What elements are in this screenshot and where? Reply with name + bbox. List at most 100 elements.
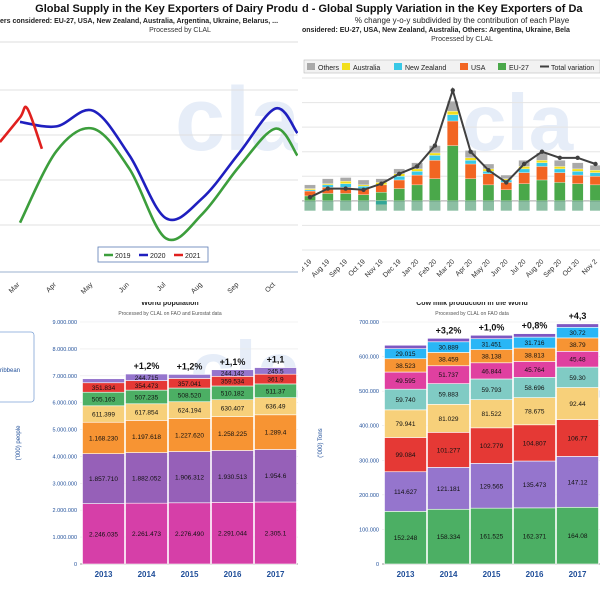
variation-total-point [539, 149, 545, 154]
population-data-label: 357.041 [178, 381, 202, 388]
variation-legend-label: Others [318, 65, 340, 72]
variation-bar-segment [554, 182, 566, 202]
variation-bar-negative [554, 200, 566, 211]
cowmilk-data-label: 161.525 [480, 534, 504, 541]
population-y-tick-label: 4.000.000 [53, 454, 77, 460]
population-bar-segment [254, 414, 297, 450]
supply-x-tick-label: Jun [118, 281, 131, 294]
cowmilk-data-label: 59.883 [439, 391, 459, 398]
population-bar-segment [168, 374, 211, 379]
variation-bar-segment [536, 179, 548, 202]
cowmilk-y-tick-label: 400.000 [359, 424, 379, 430]
supply-legend-label: 2020 [150, 253, 166, 260]
supply-x-tick-label: Sep [227, 281, 241, 295]
variation-x-tick-label: Dec 19 [382, 258, 403, 279]
population-y-tick-label: 0 [74, 562, 77, 568]
variation-bar-negative [393, 200, 405, 211]
variation-chart: d - Global Supply Variation in the Key E… [302, 3, 600, 280]
variation-bar-segment [429, 178, 441, 202]
population-x-tick-label: 2016 [224, 570, 242, 579]
variation-total-point [504, 180, 509, 185]
variation-bar-segment [393, 179, 405, 189]
watermark-logo: cla [462, 78, 574, 167]
population-y-tick-label: 9.000.000 [53, 320, 77, 326]
variation-x-tick-label: May 20 [471, 258, 492, 279]
variation-total-point [521, 161, 527, 167]
variation-total-point [379, 181, 384, 186]
supply-x-tick-label: Aug [190, 281, 204, 295]
population-y-tick-label: 1.000.000 [53, 535, 77, 541]
variation-bar-segment [518, 168, 530, 173]
population-data-label: 617.854 [135, 410, 159, 417]
variation-bar-negative [500, 200, 512, 211]
population-chart-title: World population [141, 302, 198, 307]
variation-legend-swatch [460, 63, 468, 70]
cowmilk-data-label: 135.473 [523, 482, 547, 489]
variation-bar-segment [429, 160, 441, 179]
variation-bar-segment [482, 184, 495, 202]
variation-total-point [486, 167, 491, 173]
cowmilk-growth-label: +4,3 [569, 311, 587, 321]
cowmilk-y-tick-label: 300.000 [359, 458, 379, 464]
cowmilk-data-label: 38.138 [482, 354, 502, 361]
cowmilk-data-label: 121.181 [437, 486, 461, 493]
variation-legend-label: USA [471, 65, 486, 72]
cowmilk-data-label: 104.807 [523, 440, 547, 447]
variation-total-point [325, 186, 331, 191]
population-chart: World population Processed by CLAL on FAO… [0, 302, 298, 579]
variation-bar-negative [375, 200, 387, 211]
cowmilk-data-label: 46.844 [482, 368, 502, 375]
variation-chart-title: d - Global Supply Variation in the Key E… [302, 3, 583, 15]
cowmilk-data-label: 38.459 [439, 357, 459, 364]
cowmilk-data-label: 49.595 [396, 378, 416, 385]
variation-total-point [414, 164, 420, 169]
cowmilk-data-label: 147.12 [568, 479, 588, 486]
population-bar-segment [125, 373, 168, 381]
variation-bar-segment [411, 168, 423, 172]
population-data-label: 2.305.1 [265, 531, 287, 538]
variation-bar-segment [554, 166, 566, 170]
cowmilk-bar-segment [470, 463, 513, 509]
cowmilk-bar-segment [513, 460, 556, 509]
cowmilk-data-label: 59.793 [482, 387, 502, 394]
population-data-label: 354.473 [135, 383, 159, 390]
population-data-label: 505.163 [92, 397, 116, 404]
variation-bar-segment [571, 183, 584, 202]
variation-bar-negative [518, 200, 530, 211]
cowmilk-bar-segment [427, 467, 470, 510]
population-data-label: 361.9 [267, 377, 284, 384]
population-bar-segment [125, 420, 168, 453]
cowmilk-bar-segment [384, 437, 427, 473]
population-data-label: 624.194 [178, 408, 202, 415]
cowmilk-y-tick-label: 700.000 [359, 320, 379, 326]
population-data-label: 245.5 [267, 368, 284, 375]
cowmilk-y-tick-label: 0 [376, 562, 379, 568]
variation-x-tick-label: Feb 20 [418, 258, 438, 278]
variation-chart-panel: d - Global Supply Variation in the Key E… [302, 0, 600, 300]
cowmilk-bar-segment [556, 419, 599, 457]
population-bar-segment [168, 451, 211, 504]
supply-x-tick-label: Apr [45, 281, 58, 294]
population-bar-segment [211, 502, 254, 565]
variation-x-tick-label: Oct 20 [562, 258, 582, 278]
cowmilk-data-label: 58.696 [525, 385, 545, 392]
supply-series-line-2020 [19, 107, 298, 222]
population-y-tick-label: 5.000.000 [53, 428, 77, 434]
variation-bar-segment [304, 184, 316, 189]
population-data-label: 2.291.044 [218, 531, 247, 538]
population-x-tick-label: 2013 [95, 570, 113, 579]
population-bar-segment [254, 367, 297, 375]
population-data-label: 507.235 [135, 394, 159, 401]
supply-chart: Global Supply in the Key Exporters of Da… [0, 3, 298, 296]
population-data-label: 611.399 [92, 412, 115, 419]
supply-legend-box [97, 246, 209, 263]
cowmilk-data-label: 31.716 [525, 340, 545, 347]
variation-bar-segment [536, 166, 548, 181]
population-chart-processed: Processed by CLAL on FAO and Eurostat da… [118, 311, 221, 317]
population-legend-label: ribbean [0, 368, 20, 374]
variation-bar-segment [536, 160, 548, 163]
cowmilk-data-label: 102.779 [480, 443, 504, 450]
cowmilk-bar-segment [556, 456, 599, 508]
population-data-label: 359.534 [221, 379, 245, 386]
population-x-tick-label: 2017 [267, 570, 285, 579]
